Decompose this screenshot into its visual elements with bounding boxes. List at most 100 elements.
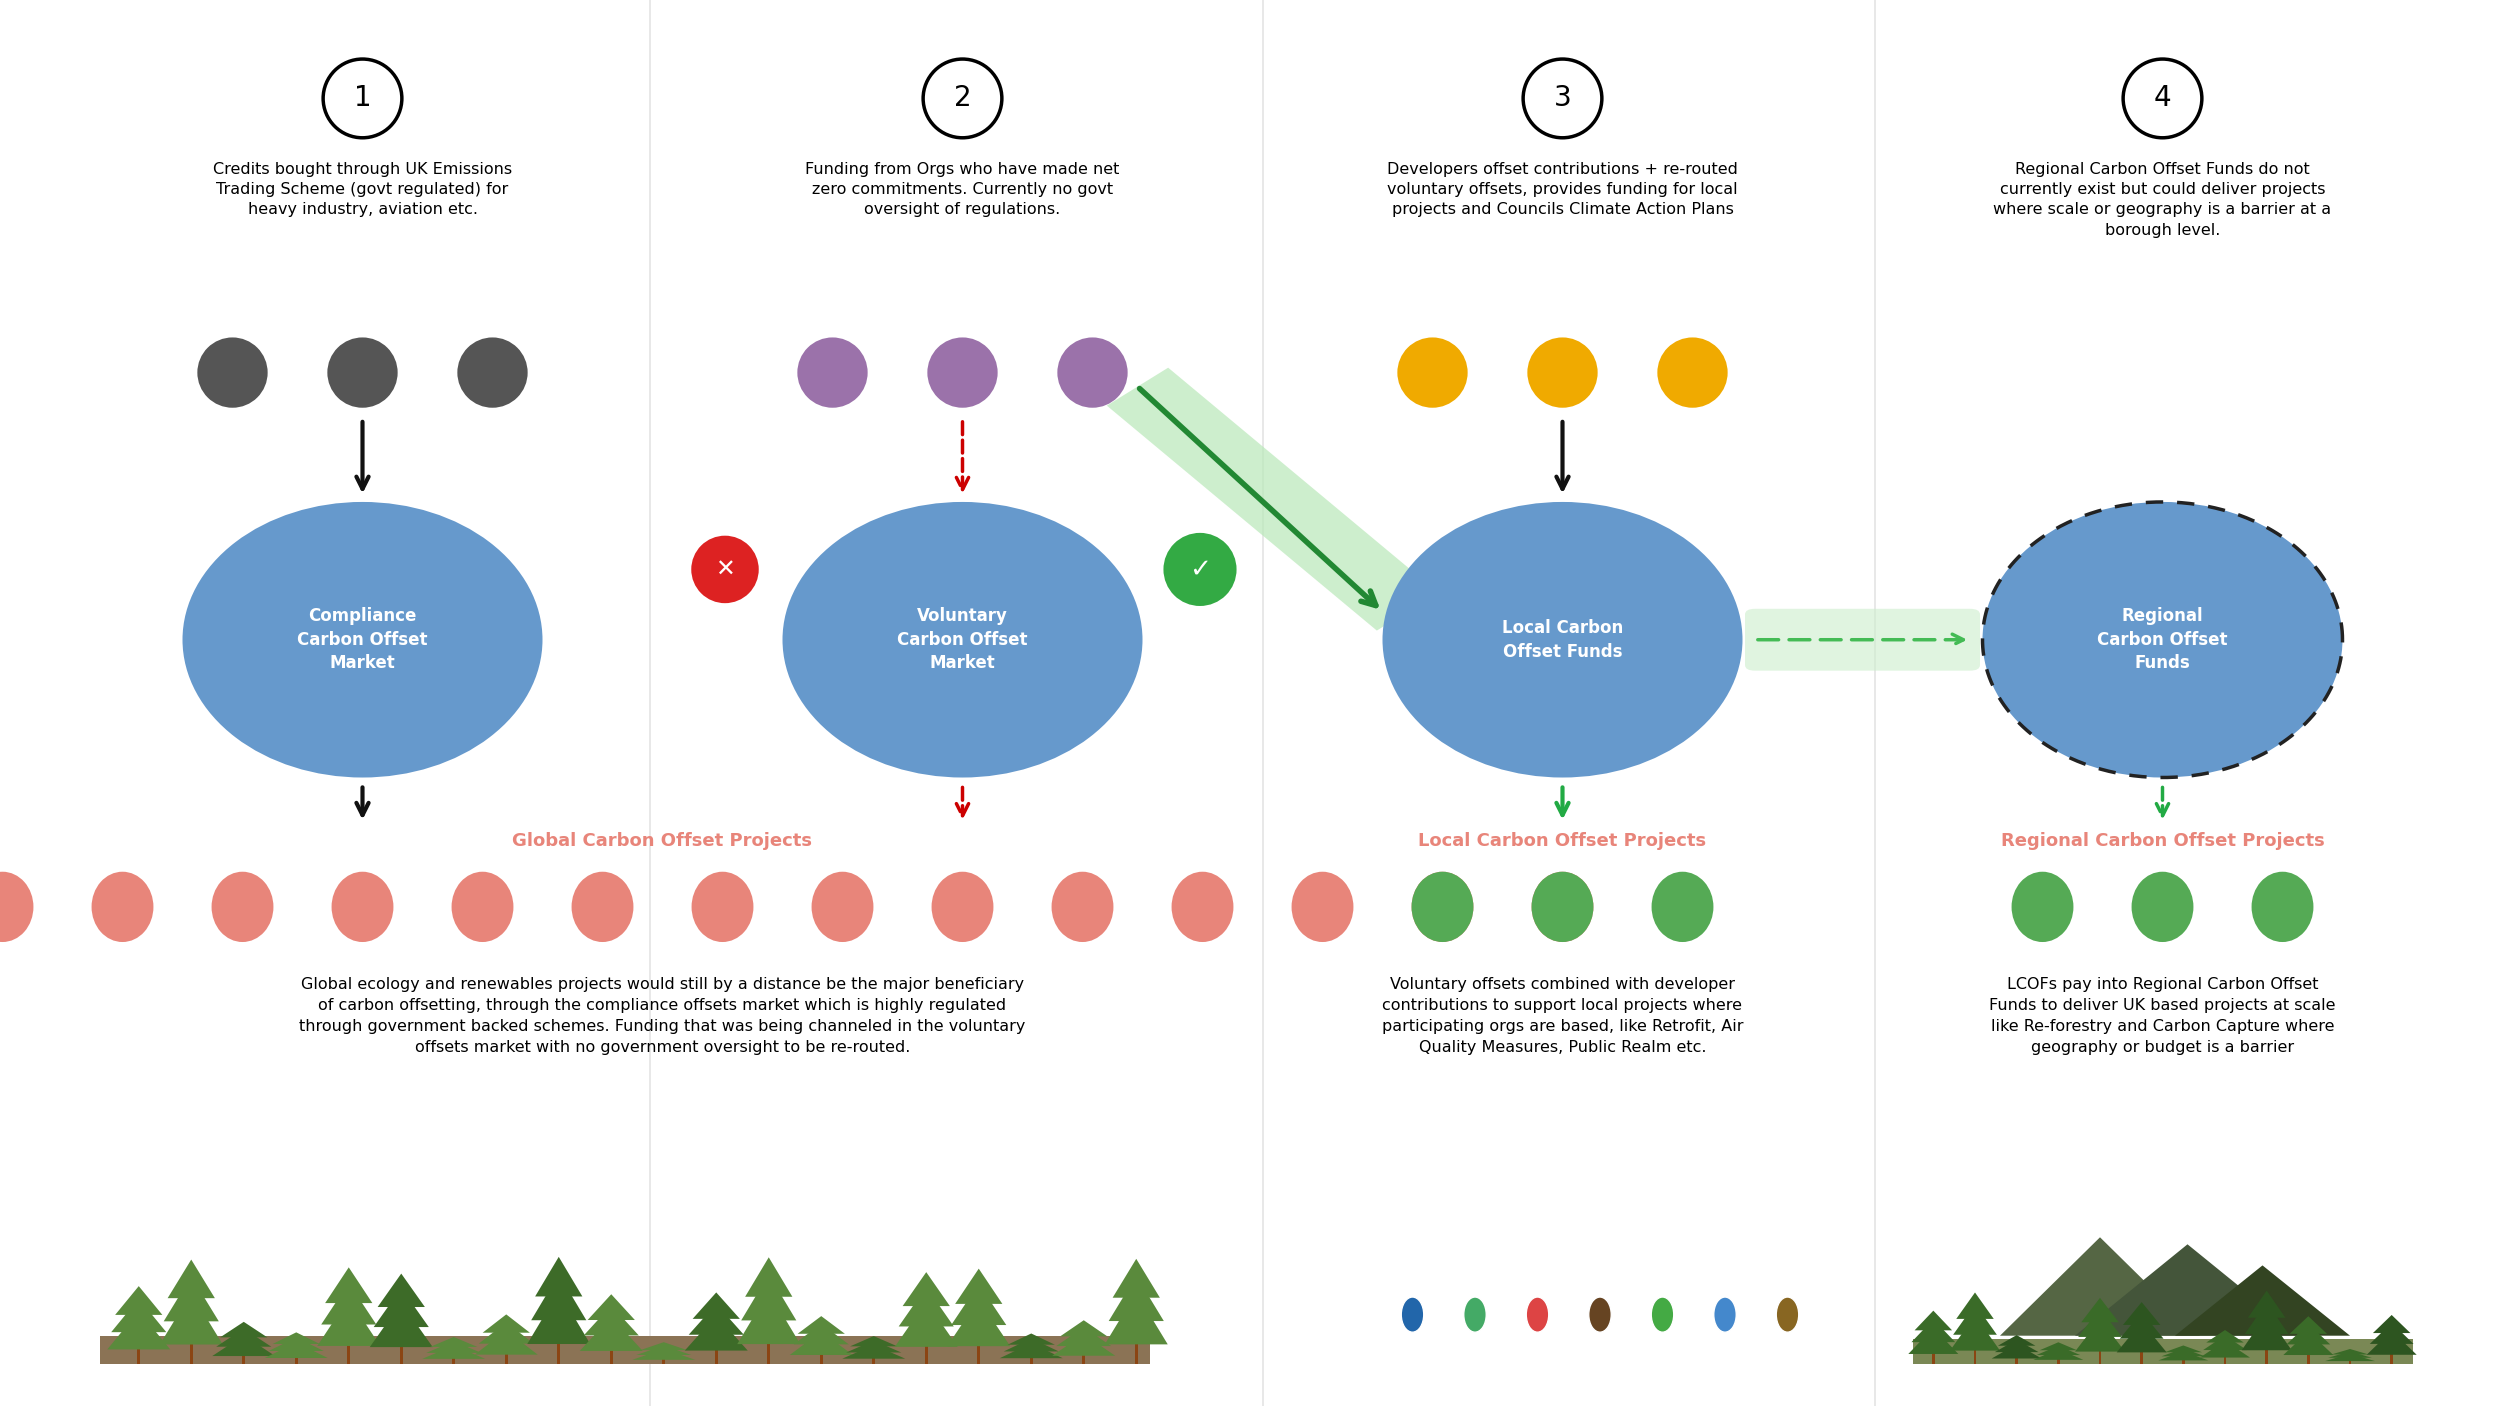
Polygon shape: [850, 1336, 898, 1347]
Polygon shape: [2162, 1348, 2205, 1357]
Ellipse shape: [2013, 872, 2072, 942]
Polygon shape: [588, 1295, 635, 1320]
Polygon shape: [635, 1346, 692, 1355]
Polygon shape: [1950, 1316, 2000, 1351]
Polygon shape: [372, 1288, 430, 1327]
Text: Regional
Carbon Offset
Funds: Regional Carbon Offset Funds: [2098, 607, 2228, 672]
Ellipse shape: [1590, 1296, 1610, 1333]
Polygon shape: [160, 1294, 222, 1344]
Ellipse shape: [928, 337, 998, 408]
Polygon shape: [1108, 368, 1438, 630]
Polygon shape: [2372, 1315, 2410, 1333]
Bar: [242, 1348, 245, 1364]
Polygon shape: [1952, 1303, 1998, 1334]
Text: 2: 2: [952, 84, 972, 112]
Bar: [1030, 1353, 1032, 1364]
Polygon shape: [320, 1282, 378, 1324]
Bar: [662, 1355, 665, 1364]
Polygon shape: [632, 1350, 695, 1360]
Polygon shape: [1108, 1275, 1165, 1322]
Text: Local Carbon Offset Projects: Local Carbon Offset Projects: [1417, 832, 1708, 851]
Text: Funding from Orgs who have made net
zero commitments. Currently no govt
oversigh: Funding from Orgs who have made net zero…: [805, 162, 1120, 218]
Polygon shape: [2165, 1346, 2202, 1353]
Bar: [348, 1329, 350, 1364]
Ellipse shape: [1528, 337, 1598, 408]
Text: 1: 1: [352, 84, 372, 112]
Ellipse shape: [572, 872, 632, 942]
Bar: [138, 1336, 140, 1364]
Polygon shape: [107, 1310, 170, 1350]
Text: 4: 4: [2152, 84, 2172, 112]
Ellipse shape: [1398, 337, 1468, 408]
Ellipse shape: [1052, 872, 1112, 942]
Polygon shape: [948, 1299, 1010, 1346]
Text: LCOFs pay into Regional Carbon Offset
Funds to deliver UK based projects at scal: LCOFs pay into Regional Carbon Offset Fu…: [1990, 977, 2335, 1054]
Bar: [1135, 1324, 1138, 1364]
Polygon shape: [425, 1341, 483, 1353]
Polygon shape: [1912, 1319, 1955, 1343]
Text: Regional Carbon Offset Projects: Regional Carbon Offset Projects: [2000, 832, 2325, 851]
Bar: [768, 1324, 770, 1364]
Bar: [610, 1339, 612, 1364]
Text: Compliance
Carbon Offset
Market: Compliance Carbon Offset Market: [298, 607, 428, 672]
FancyBboxPatch shape: [1745, 609, 1980, 671]
Bar: [2390, 1346, 2392, 1364]
Text: Global ecology and renewables projects would still by a distance be the major be: Global ecology and renewables projects w…: [300, 977, 1025, 1054]
Ellipse shape: [0, 872, 32, 942]
Polygon shape: [272, 1333, 320, 1344]
Ellipse shape: [1532, 872, 1592, 942]
Polygon shape: [530, 1274, 588, 1320]
Ellipse shape: [1412, 872, 1472, 942]
Ellipse shape: [1778, 1296, 1798, 1333]
Ellipse shape: [1465, 1296, 1485, 1333]
Polygon shape: [798, 1316, 845, 1334]
Ellipse shape: [798, 337, 867, 408]
Polygon shape: [1105, 1292, 1168, 1344]
Text: Credits bought through UK Emissions
Trading Scheme (govt regulated) for
heavy in: Credits bought through UK Emissions Trad…: [213, 162, 512, 218]
Ellipse shape: [213, 872, 272, 942]
Polygon shape: [430, 1337, 478, 1347]
Bar: [1975, 1337, 1978, 1364]
Text: Voluntary
Carbon Offset
Market: Voluntary Carbon Offset Market: [898, 607, 1028, 672]
Ellipse shape: [2252, 872, 2312, 942]
Polygon shape: [2245, 1302, 2288, 1334]
Bar: [100, 1336, 1150, 1364]
Ellipse shape: [1412, 872, 1472, 942]
Ellipse shape: [1532, 872, 1592, 942]
Polygon shape: [2208, 1330, 2245, 1343]
Polygon shape: [2040, 1343, 2078, 1350]
Polygon shape: [2282, 1331, 2332, 1355]
Polygon shape: [1958, 1292, 1995, 1319]
Text: Voluntary offsets combined with developer
contributions to support local project: Voluntary offsets combined with develope…: [1383, 977, 1742, 1054]
Polygon shape: [2202, 1336, 2248, 1350]
Polygon shape: [955, 1268, 1002, 1303]
Ellipse shape: [2132, 872, 2192, 942]
Ellipse shape: [322, 59, 402, 138]
Text: 3: 3: [1552, 84, 1572, 112]
Ellipse shape: [1162, 533, 1238, 606]
Polygon shape: [2328, 1351, 2372, 1358]
Polygon shape: [1060, 1320, 1108, 1336]
Polygon shape: [1003, 1339, 1060, 1351]
Bar: [2265, 1337, 2268, 1364]
Polygon shape: [2290, 1316, 2328, 1334]
Polygon shape: [115, 1286, 162, 1315]
Polygon shape: [325, 1267, 372, 1303]
Polygon shape: [168, 1260, 215, 1298]
Text: Regional Carbon Offset Funds do not
currently exist but could deliver projects
w: Regional Carbon Offset Funds do not curr…: [1992, 162, 2332, 238]
Ellipse shape: [332, 872, 392, 942]
Ellipse shape: [812, 872, 872, 942]
Polygon shape: [482, 1315, 530, 1333]
Bar: [2182, 1357, 2185, 1364]
Ellipse shape: [1982, 502, 2342, 778]
Polygon shape: [895, 1302, 958, 1347]
Bar: [1082, 1348, 1085, 1364]
Polygon shape: [1112, 1258, 1160, 1298]
Polygon shape: [220, 1322, 268, 1337]
Ellipse shape: [693, 536, 758, 603]
Polygon shape: [738, 1292, 800, 1344]
Ellipse shape: [92, 872, 152, 942]
Bar: [925, 1330, 928, 1364]
Text: Local Carbon
Offset Funds: Local Carbon Offset Funds: [1502, 619, 1622, 661]
Bar: [2225, 1351, 2228, 1364]
